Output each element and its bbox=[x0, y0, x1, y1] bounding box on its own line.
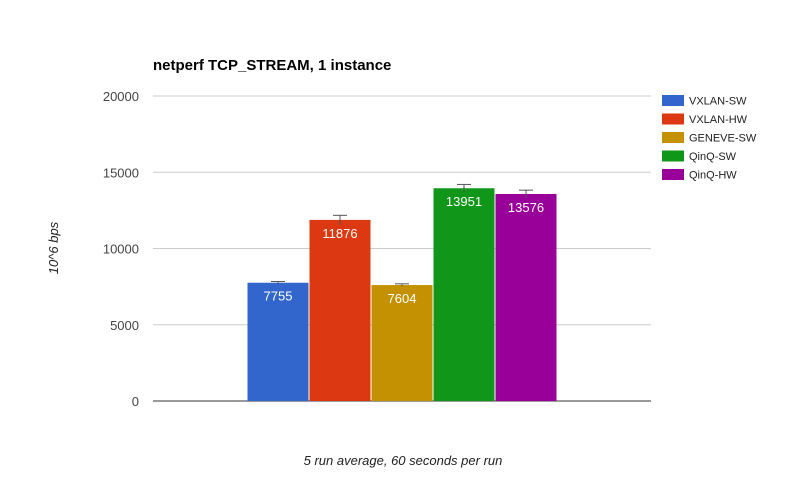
bar bbox=[309, 219, 371, 401]
data-labels: 7755 11876 7604 13951 13576 bbox=[264, 194, 545, 306]
legend-label: VXLAN-SW bbox=[689, 96, 747, 108]
legend-label: VXLAN-HW bbox=[689, 114, 748, 126]
bar bbox=[495, 193, 557, 401]
legend-swatch bbox=[662, 132, 684, 143]
y-axis-label: 10^6 bps bbox=[46, 221, 61, 274]
data-label: 7755 bbox=[264, 289, 293, 304]
legend-swatch bbox=[662, 169, 684, 180]
data-label: 7604 bbox=[388, 291, 417, 306]
y-tick-label: 10000 bbox=[103, 242, 139, 257]
legend-swatch bbox=[662, 95, 684, 106]
legend-swatch bbox=[662, 150, 684, 162]
data-label: 13951 bbox=[446, 194, 482, 209]
y-axis-ticks: 0 5000 10000 15000 20000 bbox=[103, 89, 139, 409]
legend-label: QinQ-HW bbox=[689, 170, 737, 182]
legend-label: GENEVE-SW bbox=[689, 133, 757, 145]
data-label: 11876 bbox=[322, 226, 357, 241]
bar bbox=[433, 188, 495, 401]
y-tick-label: 20000 bbox=[103, 89, 139, 104]
y-tick-label: 0 bbox=[132, 394, 139, 409]
bar bbox=[371, 285, 433, 401]
bars bbox=[247, 183, 557, 401]
y-tick-label: 15000 bbox=[103, 165, 139, 180]
bar bbox=[247, 282, 309, 401]
chart-title: netperf TCP_STREAM, 1 instance bbox=[153, 57, 391, 74]
legend-label: QinQ-SW bbox=[689, 151, 737, 163]
x-axis-label: 5 run average, 60 seconds per run bbox=[304, 453, 503, 468]
legend: VXLAN-SW VXLAN-HW GENEVE-SW QinQ-SW QinQ-HW bbox=[662, 95, 757, 182]
legend-swatch bbox=[662, 113, 684, 125]
gridlines bbox=[153, 95, 651, 402]
y-tick-label: 5000 bbox=[110, 318, 139, 333]
data-label: 13576 bbox=[508, 200, 544, 215]
